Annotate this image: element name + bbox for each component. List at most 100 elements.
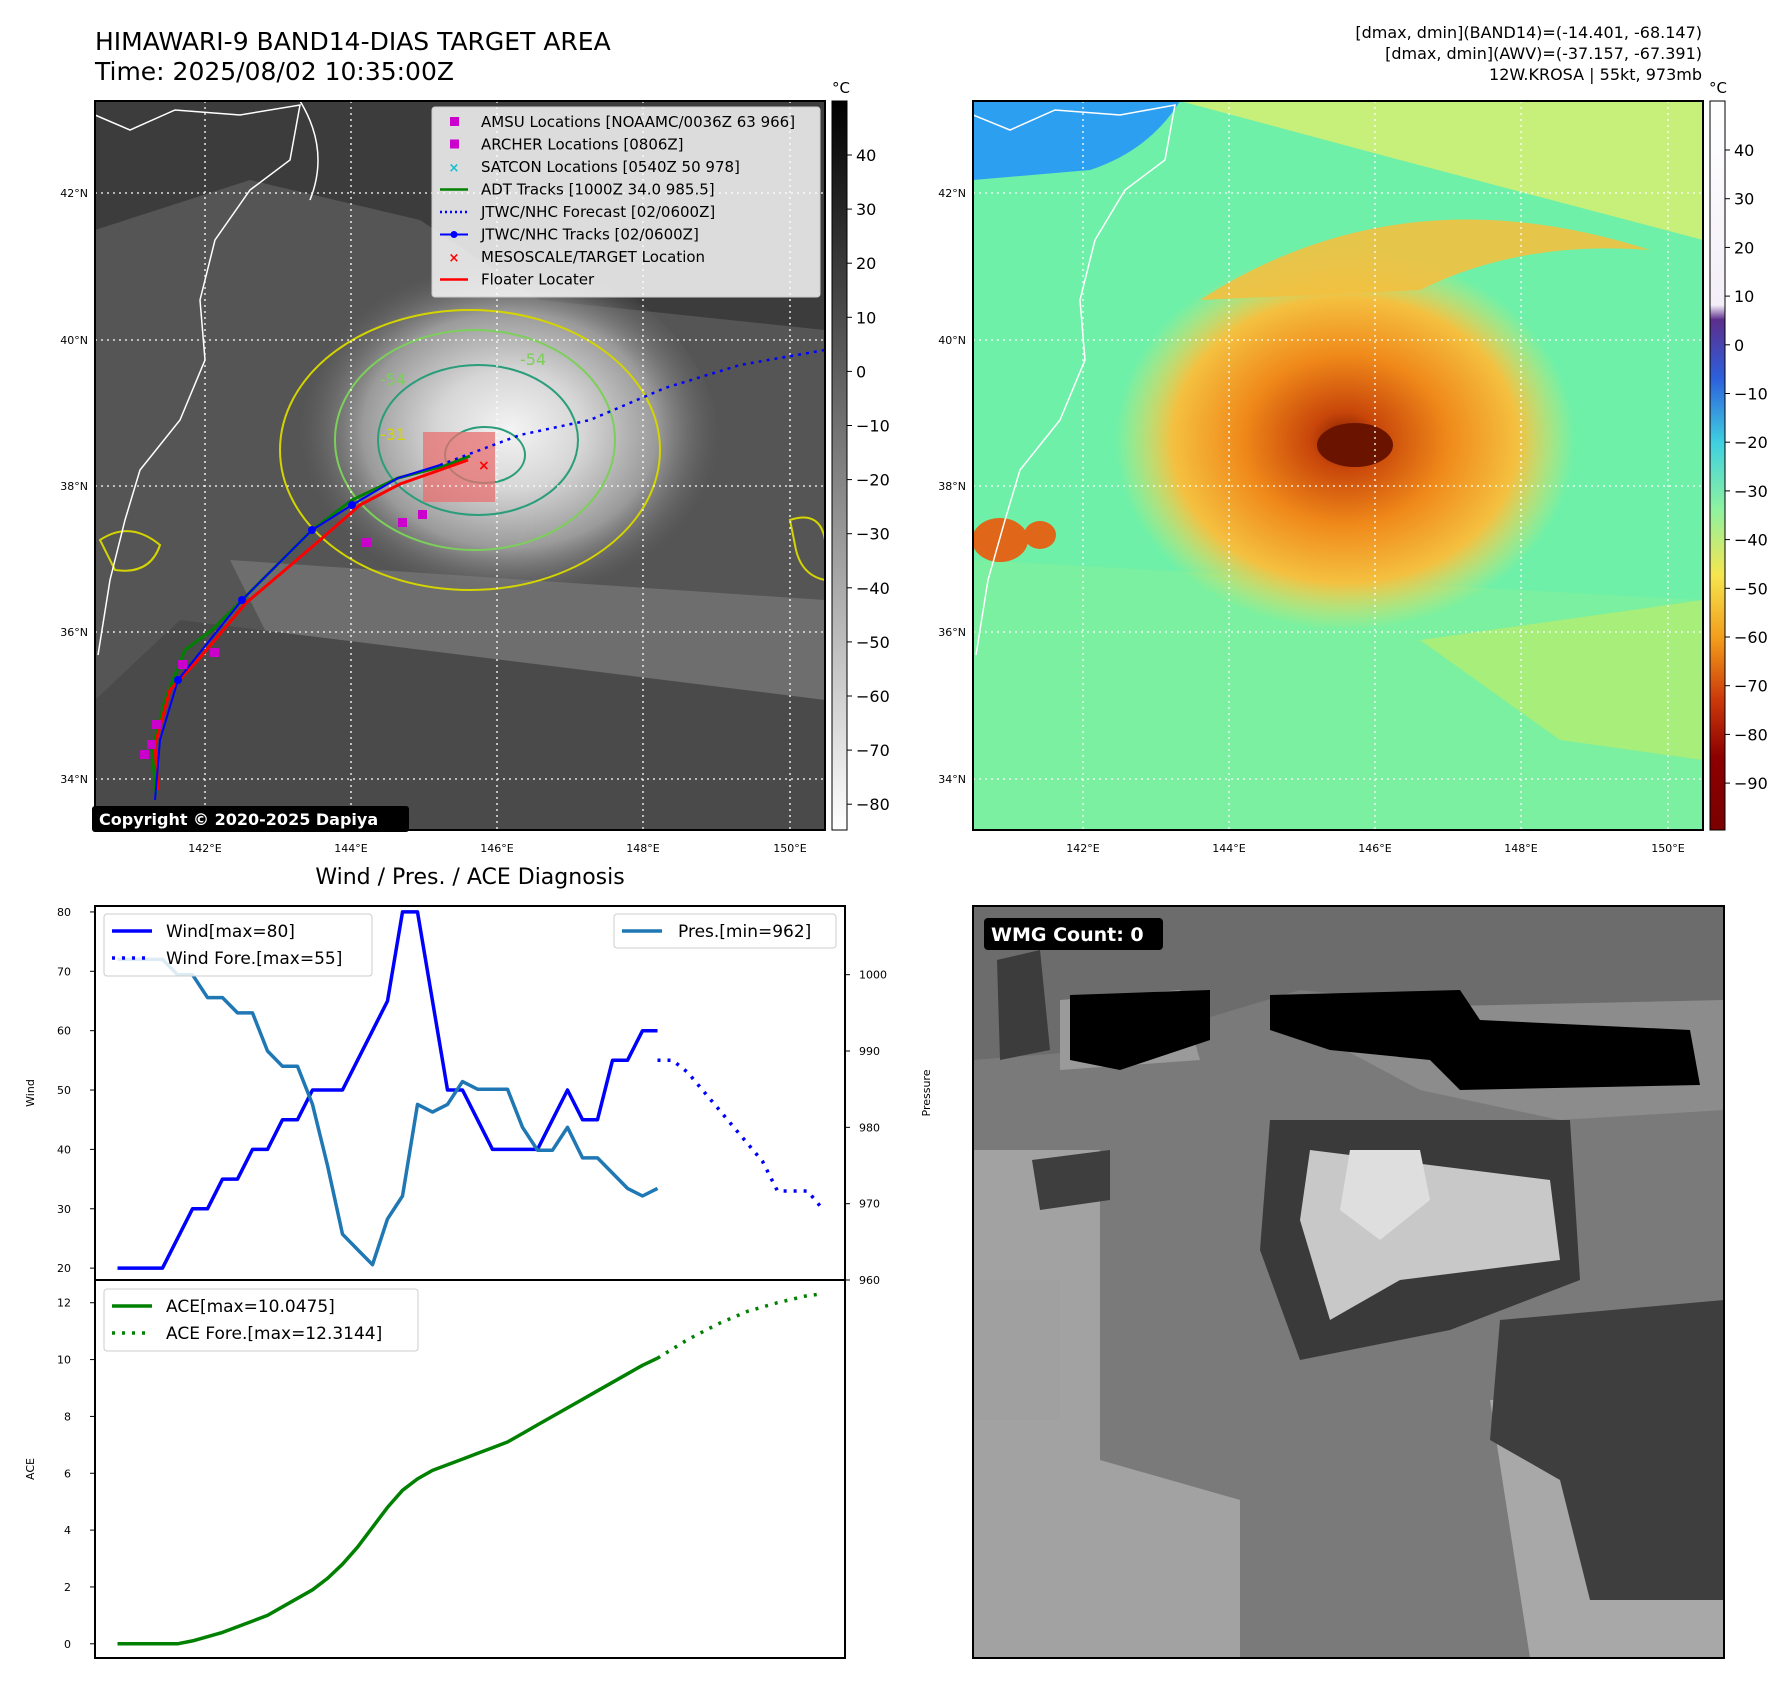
wmg-count-box [984, 918, 1163, 950]
colorbar-tick-label: −80 [1734, 725, 1768, 744]
colorbar-tick-label: −20 [1734, 433, 1768, 452]
svg-text:148°E: 148°E [626, 842, 659, 855]
legend-label: SATCON Locations [0540Z 50 978] [481, 158, 740, 176]
svg-text:36°N: 36°N [938, 626, 966, 639]
coastline-right [973, 104, 1176, 656]
svg-text:42°N: 42°N [938, 187, 966, 200]
colorbar-tick-label: 20 [856, 254, 876, 273]
legend-entry: × SATCON Locations [0540Z 50 978] [449, 158, 740, 176]
legend-label: Floater Locater [481, 271, 595, 289]
legend-marker: × [449, 251, 460, 266]
y-tick-label-right: 990 [859, 1045, 880, 1058]
ir-map-frame [94, 100, 826, 831]
chart-frame [94, 1279, 846, 1659]
series-line [117, 1356, 659, 1646]
legend-box [613, 913, 837, 949]
svg-text:40°N: 40°N [938, 334, 966, 347]
ace-legend: ACE[max=10.0475] ACE Fore.[max=12.3144] [103, 1288, 419, 1352]
legend-label: Wind Fore.[max=55] [166, 949, 342, 969]
colorbar-tick-label: 10 [856, 308, 876, 327]
contour-label-2: -54 [520, 350, 546, 369]
colorbar-tick-label: −40 [856, 579, 890, 598]
colorbar-tick-label: −40 [1734, 531, 1768, 550]
map-legend: AMSU Locations [NOAAMC/0036Z 63 966] ARCH… [431, 106, 821, 298]
amsu-archer-markers [140, 510, 427, 759]
legend-entry: ARCHER Locations [0806Z] [450, 136, 684, 154]
y-tick-label-right: 980 [859, 1121, 880, 1134]
colorbar-tick-label: −10 [856, 417, 890, 436]
colorbar-tick-label: −30 [1734, 482, 1768, 501]
legend-label: AMSU Locations [NOAAMC/0036Z 63 966] [481, 113, 795, 131]
svg-text:36°N: 36°N [60, 626, 88, 639]
wind-pressure-chart: 20 30 40 50 60 70 80 960 970 980 990 1000 Wind Pressu… [24, 905, 933, 1287]
colorbar-tick-label: −60 [1734, 628, 1768, 647]
legend-marker: × [449, 161, 460, 176]
svg-text:150°E: 150°E [773, 842, 806, 855]
svg-text:150°E: 150°E [1651, 842, 1684, 855]
y-tick-label: 8 [64, 1410, 71, 1423]
colorbar-tick-label: 40 [856, 146, 876, 165]
svg-text:34°N: 34°N [938, 773, 966, 786]
sea-region [95, 620, 825, 830]
floater-track [153, 458, 469, 791]
contour-west [98, 530, 162, 572]
dmax-awv-text: [dmax, dmin](AWV)=(-37.157, -67.391) [1385, 44, 1702, 63]
y-tick-label: 70 [57, 965, 71, 978]
legend-label: JTWC/NHC Tracks [02/0600Z] [480, 226, 699, 244]
colorbar-tick-label: 0 [1734, 336, 1744, 355]
colorbar-tick-label: −70 [1734, 677, 1768, 696]
legend-label: Wind[max=80] [166, 922, 295, 942]
colorbar-tick-label: −80 [856, 795, 890, 814]
colorbar-tick-label: 40 [1734, 141, 1754, 160]
color-map-frame [972, 100, 1704, 831]
series-line [657, 1058, 824, 1210]
colorbar-left: °C 40 30 20 10 0 −10 −20 −30 −40 −50 −60 −70 −80 [831, 79, 890, 831]
west-convection-2 [1024, 521, 1056, 549]
colorbar-tick-label: 10 [1734, 287, 1754, 306]
svg-text:144°E: 144°E [1212, 842, 1245, 855]
ace-chart: 0 2 4 6 8 10 12 ACE ACE[max=10.0475] ACE Fore.[ma… [24, 1279, 846, 1659]
chart-title: Wind / Pres. / ACE Diagnosis [315, 865, 624, 890]
coastline-japan [95, 104, 301, 656]
y-tick-label-right: 1000 [859, 969, 887, 982]
copyright-box [92, 806, 409, 832]
legend-entry: AMSU Locations [NOAAMC/0036Z 63 966] [450, 113, 795, 131]
lon-labels-left: 142°E 144°E 146°E 148°E 150°E [188, 842, 806, 855]
colorbar-tick-label: 30 [856, 200, 876, 219]
contour-label-3: -31 [380, 425, 406, 444]
y-tick-label: 12 [57, 1297, 71, 1310]
dmax-band14-text: [dmax, dmin](BAND14)=(-14.401, -68.147) [1355, 23, 1702, 42]
legend-entry: Floater Locater [440, 271, 595, 289]
y-axis-label: ACE [24, 1458, 37, 1480]
figure-time: Time: 2025/08/02 10:35:00Z [94, 57, 454, 86]
y-tick-label: 50 [57, 1084, 71, 1097]
contour-lightgreen [334, 329, 616, 551]
lon-labels-right: 142°E 144°E 146°E 148°E 150°E [1066, 842, 1684, 855]
svg-text:42°N: 42°N [60, 187, 88, 200]
colorbar-tick-label: −70 [856, 741, 890, 760]
storm-core [1317, 423, 1393, 467]
svg-text:146°E: 146°E [1358, 842, 1391, 855]
colorbar-tick-label: 20 [1734, 238, 1754, 257]
y-tick-label: 6 [64, 1467, 71, 1480]
jtwc-track-dots [174, 501, 356, 684]
legend-label: Pres.[min=962] [678, 922, 811, 942]
y-tick-label-right: 970 [859, 1198, 880, 1211]
colorbar-tick-label: −60 [856, 687, 890, 706]
west-convection-1 [973, 518, 1028, 562]
moist-region-north [1180, 101, 1703, 240]
wind-legend: Wind[max=80] Wind Fore.[max=55] [103, 913, 373, 977]
y-axis-label: Wind [24, 1079, 37, 1107]
pressure-legend: Pres.[min=962] [613, 913, 837, 949]
y-tick-label: 40 [57, 1143, 71, 1156]
legend-marker [450, 139, 459, 149]
series-line [656, 1292, 823, 1360]
wmg-panel: WMG Count: 0 [972, 905, 1725, 1659]
colorbar-tick-label: −90 [1734, 774, 1768, 793]
color-map-panel: 42°N 40°N 38°N 36°N 34°N 142°E 144°E 146… [938, 100, 1704, 855]
y-tick-label: 20 [57, 1262, 71, 1275]
copyright-text: Copyright © 2020-2025 Dapiya [99, 810, 378, 829]
lat-labels-left: 42°N 40°N 38°N 36°N 34°N [60, 187, 88, 786]
svg-text:38°N: 38°N [60, 480, 88, 493]
